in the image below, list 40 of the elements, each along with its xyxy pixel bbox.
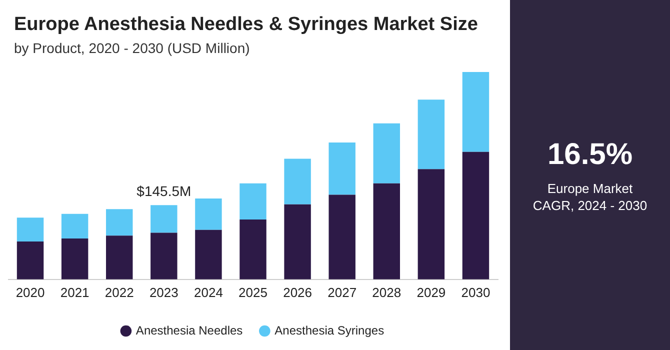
x-tick-label: 2026 xyxy=(283,284,312,300)
bar xyxy=(240,183,266,220)
chart-subtitle: by Product, 2020 - 2030 (USD Million) xyxy=(14,40,250,56)
text: Europe Market CAGR, 2024 - 2030 xyxy=(532,180,648,214)
bar xyxy=(240,219,266,280)
bar xyxy=(418,169,445,280)
bar xyxy=(150,232,178,280)
x-tick-label: 2020 xyxy=(16,284,45,300)
x-tick-label: 2024 xyxy=(194,284,223,300)
bar xyxy=(61,214,88,239)
bar xyxy=(462,152,490,280)
chart-title: Europe Anesthesia Needles & Syringes Market Size xyxy=(14,14,479,36)
x-tick-label: 2027 xyxy=(328,284,357,300)
bar xyxy=(373,123,400,184)
x-tick-label: 2023 xyxy=(149,284,178,300)
legend-label: Anesthesia Needles xyxy=(136,323,243,338)
x-tick-label: 2022 xyxy=(104,284,134,300)
bar xyxy=(328,194,356,280)
bar xyxy=(16,241,44,280)
bar xyxy=(195,198,222,230)
bar xyxy=(284,204,311,280)
bar xyxy=(61,238,88,280)
x-tick-label: 2029 xyxy=(416,284,446,300)
bar xyxy=(328,142,356,195)
bar xyxy=(16,218,44,242)
bar xyxy=(284,158,311,204)
bar xyxy=(462,72,490,152)
bar xyxy=(195,230,222,280)
x-tick-label: 2025 xyxy=(238,284,268,300)
legend-label: Anesthesia Syringes xyxy=(274,323,384,338)
bar xyxy=(150,205,178,233)
x-tick-label: 2030 xyxy=(461,284,490,300)
text: 16.5% xyxy=(546,138,634,172)
bar xyxy=(106,236,133,280)
bar xyxy=(373,183,400,280)
annotation: $145.5M xyxy=(136,183,192,200)
bar xyxy=(418,100,445,170)
x-tick-label: 2021 xyxy=(60,284,90,300)
bar xyxy=(106,209,133,236)
x-tick-label: 2028 xyxy=(372,284,402,300)
